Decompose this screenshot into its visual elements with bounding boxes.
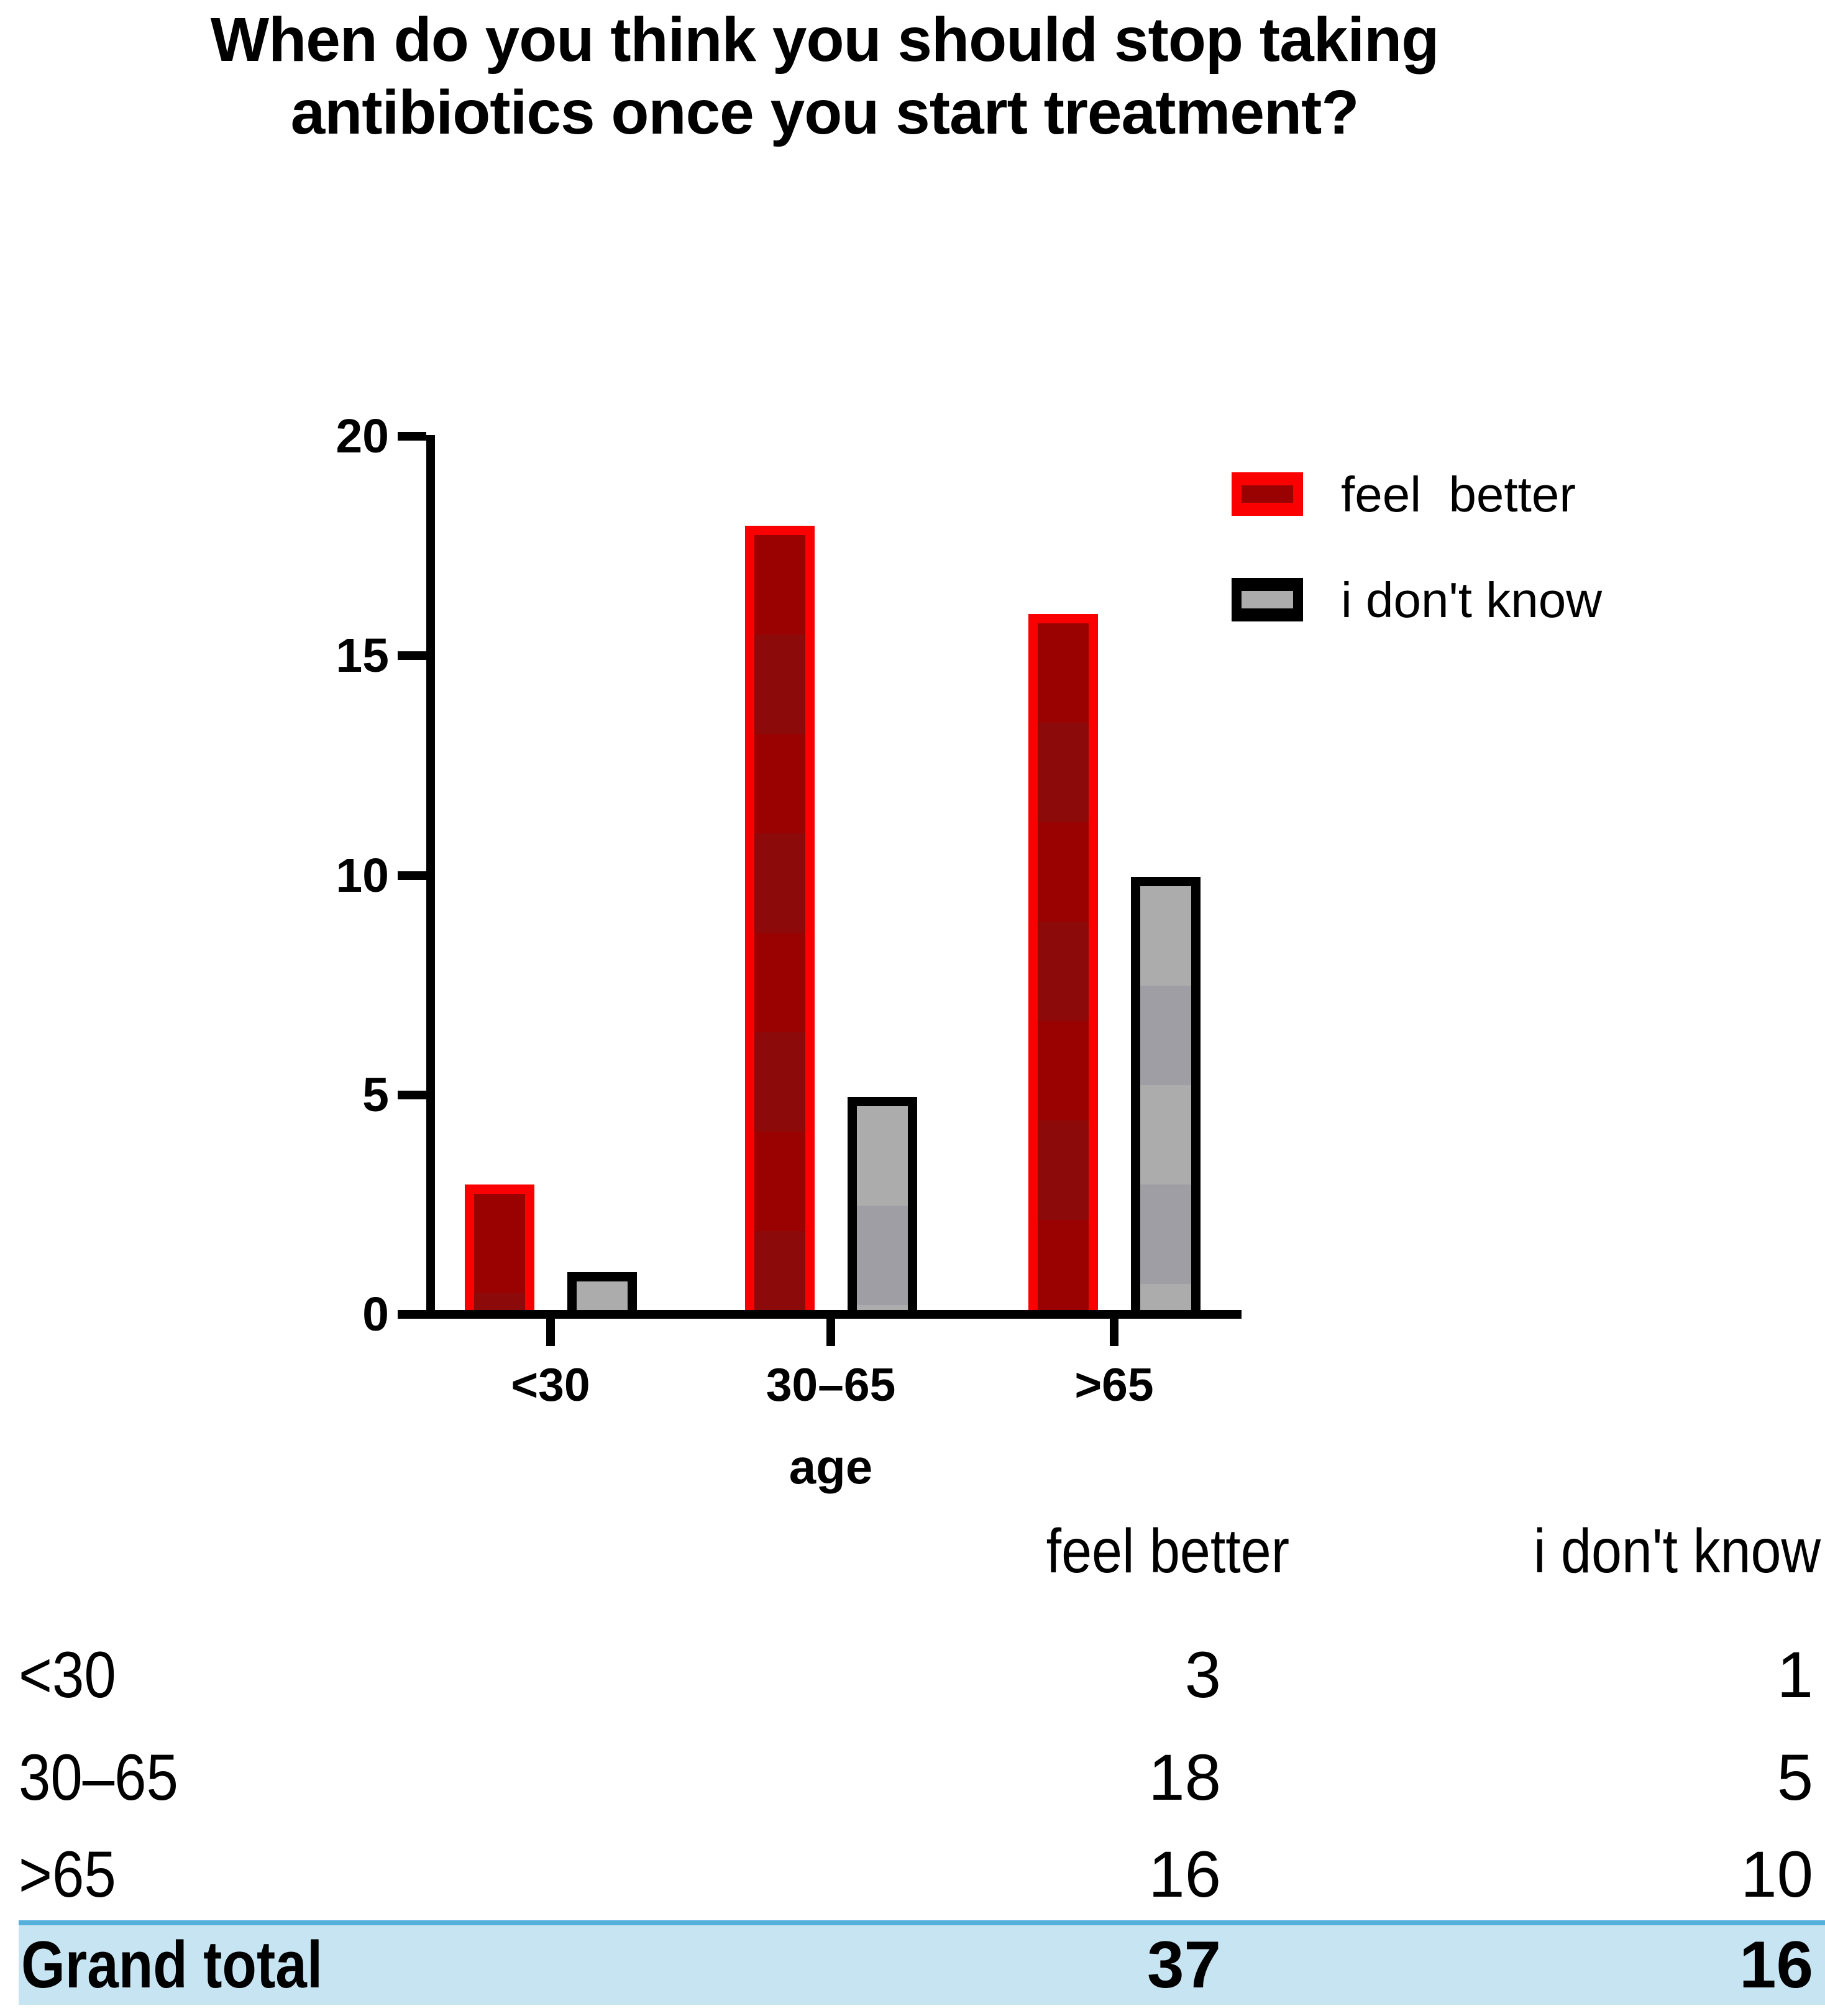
y-tick — [398, 871, 426, 880]
legend-label-feel-better: feel better — [1341, 467, 1576, 522]
cell-i-dont-know: 10 — [1740, 1838, 1813, 1911]
col-header-feel-better: feel better — [1046, 1516, 1289, 1586]
x-category-label: >65 — [1074, 1359, 1154, 1411]
x-axis-line — [426, 1310, 1242, 1319]
legend-swatch-feel-better-fill — [1242, 485, 1293, 503]
y-tick-label: 0 — [362, 1288, 389, 1341]
legend-swatch-feel-better — [1232, 472, 1303, 516]
bar-feel-better->65 — [1028, 614, 1098, 1316]
cell-feel-better: 3 — [1184, 1639, 1221, 1711]
grand-total-feel-better: 37 — [1146, 1927, 1221, 2002]
y-tick — [398, 1090, 426, 1099]
x-tick — [546, 1319, 555, 1346]
bar-i-don-t-know-30–65 — [847, 1097, 917, 1316]
y-tick — [398, 1310, 426, 1319]
row-label: >65 — [19, 1838, 116, 1911]
y-tick-label: 20 — [336, 410, 389, 463]
row-label: 30–65 — [19, 1741, 178, 1814]
cell-feel-better: 18 — [1148, 1741, 1221, 1814]
x-category-label: <30 — [511, 1359, 590, 1411]
grand-total-i-dont-know: 16 — [1739, 1927, 1813, 2002]
y-tick — [398, 432, 426, 441]
y-tick-label: 5 — [362, 1068, 389, 1122]
legend-swatch-i-dont-know — [1232, 578, 1303, 621]
y-tick-label: 15 — [336, 629, 389, 683]
legend-swatch-i-dont-know-fill — [1242, 591, 1293, 608]
x-tick — [1110, 1319, 1118, 1346]
chart-title: When do you think you should stop taking… — [210, 5, 1440, 147]
grand-total-row: Grand total 37 16 — [19, 1920, 1825, 2005]
col-header-i-dont-know: i don't know — [1534, 1516, 1821, 1586]
y-axis-line — [426, 435, 435, 1319]
x-category-label: 30–65 — [766, 1359, 896, 1411]
cell-i-dont-know: 5 — [1777, 1741, 1813, 1814]
cell-feel-better: 16 — [1148, 1838, 1221, 1911]
y-tick — [398, 651, 426, 661]
y-tick-label: 10 — [336, 848, 389, 902]
x-axis-title: age — [789, 1439, 873, 1494]
cell-i-dont-know: 1 — [1777, 1639, 1813, 1711]
bar-feel-better-30–65 — [744, 526, 815, 1316]
bar-i-don-t-know->65 — [1130, 877, 1201, 1316]
grand-total-label: Grand total — [21, 1927, 323, 2002]
bar-i-don-t-know-<30 — [567, 1272, 637, 1316]
x-tick — [826, 1319, 835, 1346]
legend-label-i-dont-know: i don't know — [1341, 572, 1602, 628]
row-label: <30 — [19, 1639, 116, 1711]
bar-feel-better-<30 — [464, 1184, 534, 1316]
